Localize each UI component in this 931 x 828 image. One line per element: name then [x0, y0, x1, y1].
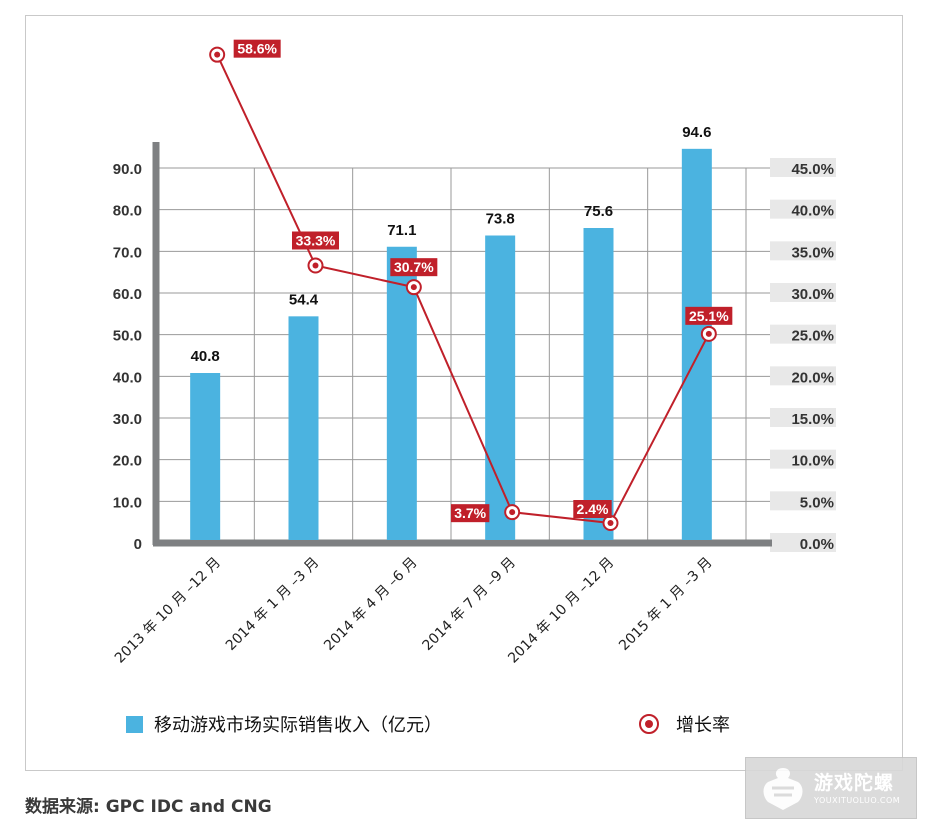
- y-left-tick-label: 60.0: [113, 286, 142, 303]
- y-right-tick-bg: [770, 408, 836, 427]
- y-left-tick-label: 50.0: [113, 328, 142, 345]
- bar: [288, 316, 319, 540]
- y-right-tick-label: 15.0%: [791, 411, 834, 428]
- bar: [485, 235, 516, 540]
- x-tick-label: 2013 年 10 月 –12 月: [112, 555, 224, 667]
- y-right-tick-label: 0.0%: [800, 536, 834, 553]
- x-tick-label: 2014 年 1 月 –3 月: [223, 555, 322, 654]
- y-right-tick-bg: [770, 158, 836, 177]
- y-right-tick-label: 45.0%: [791, 161, 834, 178]
- watermark-logo: 游戏陀螺 YOUXITUOLUO.COM: [745, 757, 917, 819]
- y-left-tick-label: 0: [134, 536, 142, 553]
- y-right-tick-bg: [770, 366, 836, 386]
- growth-value-label: 3.7%: [454, 505, 486, 521]
- growth-value-label: 33.3%: [296, 233, 336, 249]
- bar: [190, 373, 221, 540]
- y-right-tick-bg: [770, 241, 836, 261]
- legend-bar-swatch: [126, 716, 143, 733]
- y-right-tick-bg: [770, 324, 836, 344]
- chart-frame: 0 10.0 20.0 30.0 40.0 50.0 60.0 70.0 80.0 90.0 0.0…: [25, 15, 903, 771]
- growth-label-bg: [292, 231, 339, 250]
- y-left-tick-label: 80.0: [113, 203, 142, 220]
- y-left-tick-label: 40.0: [113, 369, 142, 386]
- y-left-tick-label: 20.0: [113, 453, 142, 470]
- growth-label-bg: [685, 306, 733, 325]
- growth-value-label: 30.7%: [394, 259, 434, 275]
- bar-value-label: 94.6: [682, 124, 711, 141]
- y-right-tick-bg: [770, 449, 836, 469]
- growth-label-bg: [390, 258, 438, 277]
- y-left-tick-label: 30.0: [113, 411, 142, 428]
- growth-point: [705, 330, 712, 337]
- growth-line: [216, 54, 710, 525]
- y-right-tick-label: 20.0%: [791, 369, 834, 386]
- y-left-tick-label: 10.0: [113, 494, 142, 511]
- bar: [583, 228, 614, 540]
- source-note: 数据来源: GPC IDC and CNG: [25, 797, 272, 817]
- growth-value-label: 58.6%: [237, 41, 277, 57]
- y-left-tick-label: 70.0: [113, 244, 142, 261]
- bar: [386, 246, 417, 540]
- bar-value-label: 71.1: [387, 222, 416, 239]
- y-right-tick-label: 30.0%: [791, 286, 834, 303]
- y-right-tick-label: 10.0%: [791, 453, 834, 470]
- watermark-title: 游戏陀螺: [814, 772, 895, 794]
- growth-value-label: 2.4%: [577, 501, 609, 517]
- watermark-subtitle: YOUXITUOLUO.COM: [814, 796, 901, 805]
- y-right-tick-label: 40.0%: [791, 203, 834, 220]
- growth-point: [214, 51, 221, 58]
- y-right-tick-bg: [770, 283, 836, 302]
- y-right-tick-label: 5.0%: [800, 494, 834, 511]
- y-right-tick-label: 35.0%: [791, 244, 834, 261]
- growth-label-bg: [233, 39, 281, 58]
- y-left-tick-label: 90.0: [113, 161, 142, 178]
- legend-bar-label: 移动游戏市场实际销售收入（亿元）: [154, 715, 442, 736]
- spinning-top-icon: [763, 768, 803, 810]
- x-tick-label: 2014 年 7 月 –9 月: [420, 555, 519, 654]
- growth-label-bg: [573, 500, 612, 518]
- legend-line-label: 增长率: [676, 715, 730, 736]
- bar-value-label: 73.8: [486, 211, 515, 228]
- growth-point: [410, 284, 417, 291]
- bar: [681, 148, 712, 541]
- x-tick-label: 2014 年 10 月 –12 月: [505, 555, 617, 667]
- growth-point: [509, 509, 516, 516]
- combo-chart: 0 10.0 20.0 30.0 40.0 50.0 60.0 70.0 80.0 90.0 0.0…: [112, 39, 836, 736]
- y-right-tick-bg: [770, 199, 836, 219]
- legend-line-marker: [645, 720, 653, 728]
- x-tick-label: 2015 年 1 月 –3 月: [616, 555, 715, 654]
- bar-value-label: 40.8: [191, 348, 220, 365]
- bar-value-label: 54.4: [289, 291, 319, 308]
- y-right-tick-bg: [770, 491, 836, 511]
- growth-point: [312, 262, 319, 269]
- growth-point: [607, 520, 614, 526]
- growth-label-bg: [450, 504, 490, 523]
- y-right-tick-bg: [770, 533, 836, 552]
- bar-value-label: 75.6: [584, 203, 613, 220]
- growth-value-label: 25.1%: [689, 308, 729, 324]
- y-right-tick-label: 25.0%: [791, 328, 834, 345]
- x-tick-label: 2014 年 4 月 –6 月: [321, 555, 420, 654]
